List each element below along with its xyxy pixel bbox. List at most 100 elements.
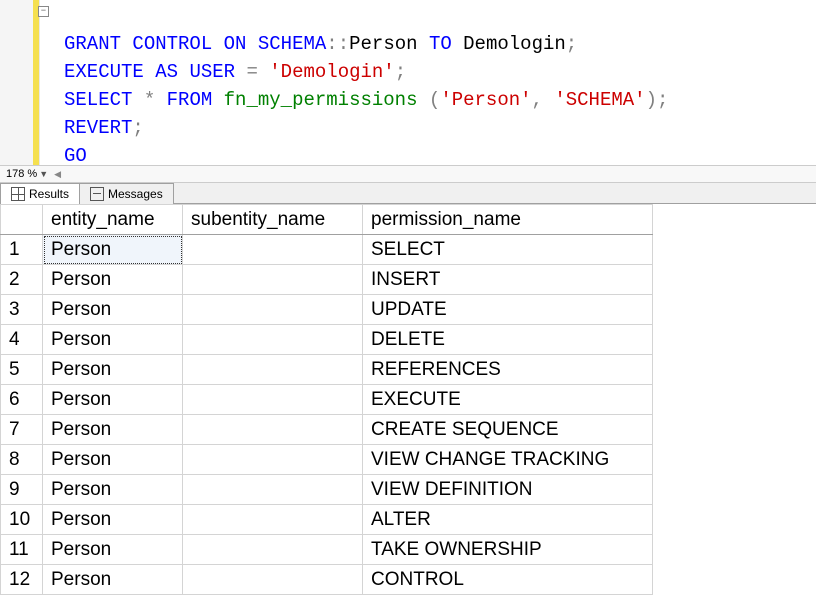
cell-entity[interactable]: Person <box>43 385 183 415</box>
row-number[interactable]: 7 <box>1 415 43 445</box>
row-number[interactable]: 5 <box>1 355 43 385</box>
tab-messages-label: Messages <box>108 187 163 201</box>
tab-messages[interactable]: Messages <box>79 183 174 204</box>
table-row[interactable]: 6Person EXECUTE <box>1 385 653 415</box>
cell-entity[interactable]: Person <box>43 445 183 475</box>
op-eq: = <box>235 61 269 83</box>
cell-entity[interactable]: Person <box>43 325 183 355</box>
table-row[interactable]: 8Person VIEW CHANGE TRACKING <box>1 445 653 475</box>
change-indicator <box>33 0 39 165</box>
table-row[interactable]: 7Person CREATE SEQUENCE <box>1 415 653 445</box>
cell-entity[interactable]: Person <box>43 265 183 295</box>
scroll-left-icon[interactable]: ◀ <box>54 169 61 180</box>
row-number[interactable]: 12 <box>1 565 43 595</box>
cell-permission[interactable]: REFERENCES <box>363 355 653 385</box>
tab-results[interactable]: Results <box>0 183 80 204</box>
cell-subentity[interactable] <box>183 385 363 415</box>
col-permission-name[interactable]: permission_name <box>363 205 653 235</box>
cell-subentity[interactable] <box>183 505 363 535</box>
cell-entity[interactable]: Person <box>43 415 183 445</box>
chevron-down-icon: ▼ <box>39 169 48 179</box>
row-number[interactable]: 2 <box>1 265 43 295</box>
cell-permission[interactable]: UPDATE <box>363 295 653 325</box>
keyword-schema: SCHEMA <box>258 33 326 55</box>
cell-permission[interactable]: CREATE SEQUENCE <box>363 415 653 445</box>
cell-subentity[interactable] <box>183 355 363 385</box>
cell-entity[interactable]: Person <box>43 475 183 505</box>
grid-icon <box>11 187 25 201</box>
keyword-user: USER <box>189 61 235 83</box>
tab-results-label: Results <box>29 187 69 201</box>
table-row[interactable]: 10Person ALTER <box>1 505 653 535</box>
cell-permission[interactable]: DELETE <box>363 325 653 355</box>
cell-entity[interactable]: Person <box>43 565 183 595</box>
cell-subentity[interactable] <box>183 325 363 355</box>
zoom-bar: 178 % ▼ ◀ <box>0 165 816 183</box>
cell-permission[interactable]: INSERT <box>363 265 653 295</box>
row-number[interactable]: 11 <box>1 535 43 565</box>
row-number[interactable]: 9 <box>1 475 43 505</box>
cell-entity[interactable]: Person <box>43 295 183 325</box>
sql-editor[interactable]: − GRANT CONTROL ON SCHEMA::Person TO Dem… <box>0 0 816 165</box>
cell-subentity[interactable] <box>183 475 363 505</box>
keyword-as: AS <box>155 61 178 83</box>
result-tabs: Results Messages <box>0 183 816 204</box>
collapse-toggle-icon[interactable]: − <box>38 6 49 17</box>
col-subentity-name[interactable]: subentity_name <box>183 205 363 235</box>
string-user: 'Demologin' <box>269 61 394 83</box>
keyword-select: SELECT <box>64 89 132 111</box>
row-number[interactable]: 8 <box>1 445 43 475</box>
cell-subentity[interactable] <box>183 415 363 445</box>
row-number[interactable]: 6 <box>1 385 43 415</box>
keyword-go: GO <box>64 145 87 167</box>
code-content[interactable]: GRANT CONTROL ON SCHEMA::Person TO Demol… <box>40 0 668 165</box>
cell-permission[interactable]: EXECUTE <box>363 385 653 415</box>
op-star: * <box>132 89 166 111</box>
table-row[interactable]: 2Person INSERT <box>1 265 653 295</box>
cell-subentity[interactable] <box>183 445 363 475</box>
table-row[interactable]: 4Person DELETE <box>1 325 653 355</box>
row-number[interactable]: 10 <box>1 505 43 535</box>
cell-subentity[interactable] <box>183 535 363 565</box>
keyword-revert: REVERT <box>64 117 132 139</box>
cell-subentity[interactable] <box>183 265 363 295</box>
cell-entity[interactable]: Person <box>43 355 183 385</box>
cell-permission[interactable]: VIEW CHANGE TRACKING <box>363 445 653 475</box>
table-row[interactable]: 5Person REFERENCES <box>1 355 653 385</box>
table-row[interactable]: 1Person SELECT <box>1 235 653 265</box>
cell-subentity[interactable] <box>183 565 363 595</box>
results-table[interactable]: entity_name subentity_name permission_na… <box>0 204 653 595</box>
op-semi: ; <box>132 117 143 139</box>
corner-cell[interactable] <box>1 205 43 235</box>
cell-permission[interactable]: CONTROL <box>363 565 653 595</box>
cell-entity[interactable]: Person <box>43 535 183 565</box>
op-comma: , <box>532 89 555 111</box>
table-row[interactable]: 3Person UPDATE <box>1 295 653 325</box>
cell-subentity[interactable] <box>183 295 363 325</box>
cell-permission[interactable]: SELECT <box>363 235 653 265</box>
ident-person: Person <box>349 33 417 55</box>
op-coloncolon: :: <box>326 33 349 55</box>
zoom-dropdown[interactable]: 178 % ▼ <box>6 168 48 180</box>
row-number[interactable]: 4 <box>1 325 43 355</box>
op-semi: ; <box>657 89 668 111</box>
cell-permission[interactable]: TAKE OWNERSHIP <box>363 535 653 565</box>
op-semi: ; <box>566 33 577 55</box>
row-number[interactable]: 1 <box>1 235 43 265</box>
op-open: ( <box>418 89 441 111</box>
results-grid[interactable]: entity_name subentity_name permission_na… <box>0 204 816 595</box>
table-row[interactable]: 11Person TAKE OWNERSHIP <box>1 535 653 565</box>
col-entity-name[interactable]: entity_name <box>43 205 183 235</box>
cell-entity[interactable]: Person <box>43 505 183 535</box>
cell-entity[interactable]: Person <box>43 235 183 265</box>
cell-permission[interactable]: ALTER <box>363 505 653 535</box>
cell-permission[interactable]: VIEW DEFINITION <box>363 475 653 505</box>
table-row[interactable]: 9Person VIEW DEFINITION <box>1 475 653 505</box>
string-arg1: 'Person' <box>440 89 531 111</box>
row-number[interactable]: 3 <box>1 295 43 325</box>
keyword-control: CONTROL <box>132 33 212 55</box>
editor-gutter <box>0 0 40 165</box>
keyword-execute: EXECUTE <box>64 61 144 83</box>
table-row[interactable]: 12Person CONTROL <box>1 565 653 595</box>
cell-subentity[interactable] <box>183 235 363 265</box>
